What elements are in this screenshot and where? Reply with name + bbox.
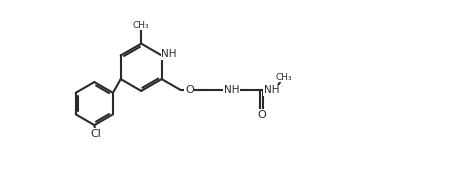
Text: NH: NH — [162, 49, 177, 59]
Text: Cl: Cl — [90, 129, 101, 139]
Text: NH: NH — [224, 85, 239, 95]
Text: O: O — [185, 85, 194, 95]
Text: CH₃: CH₃ — [133, 21, 149, 30]
Text: O: O — [257, 110, 266, 120]
Text: CH₃: CH₃ — [276, 73, 292, 82]
Text: NH: NH — [264, 85, 279, 95]
